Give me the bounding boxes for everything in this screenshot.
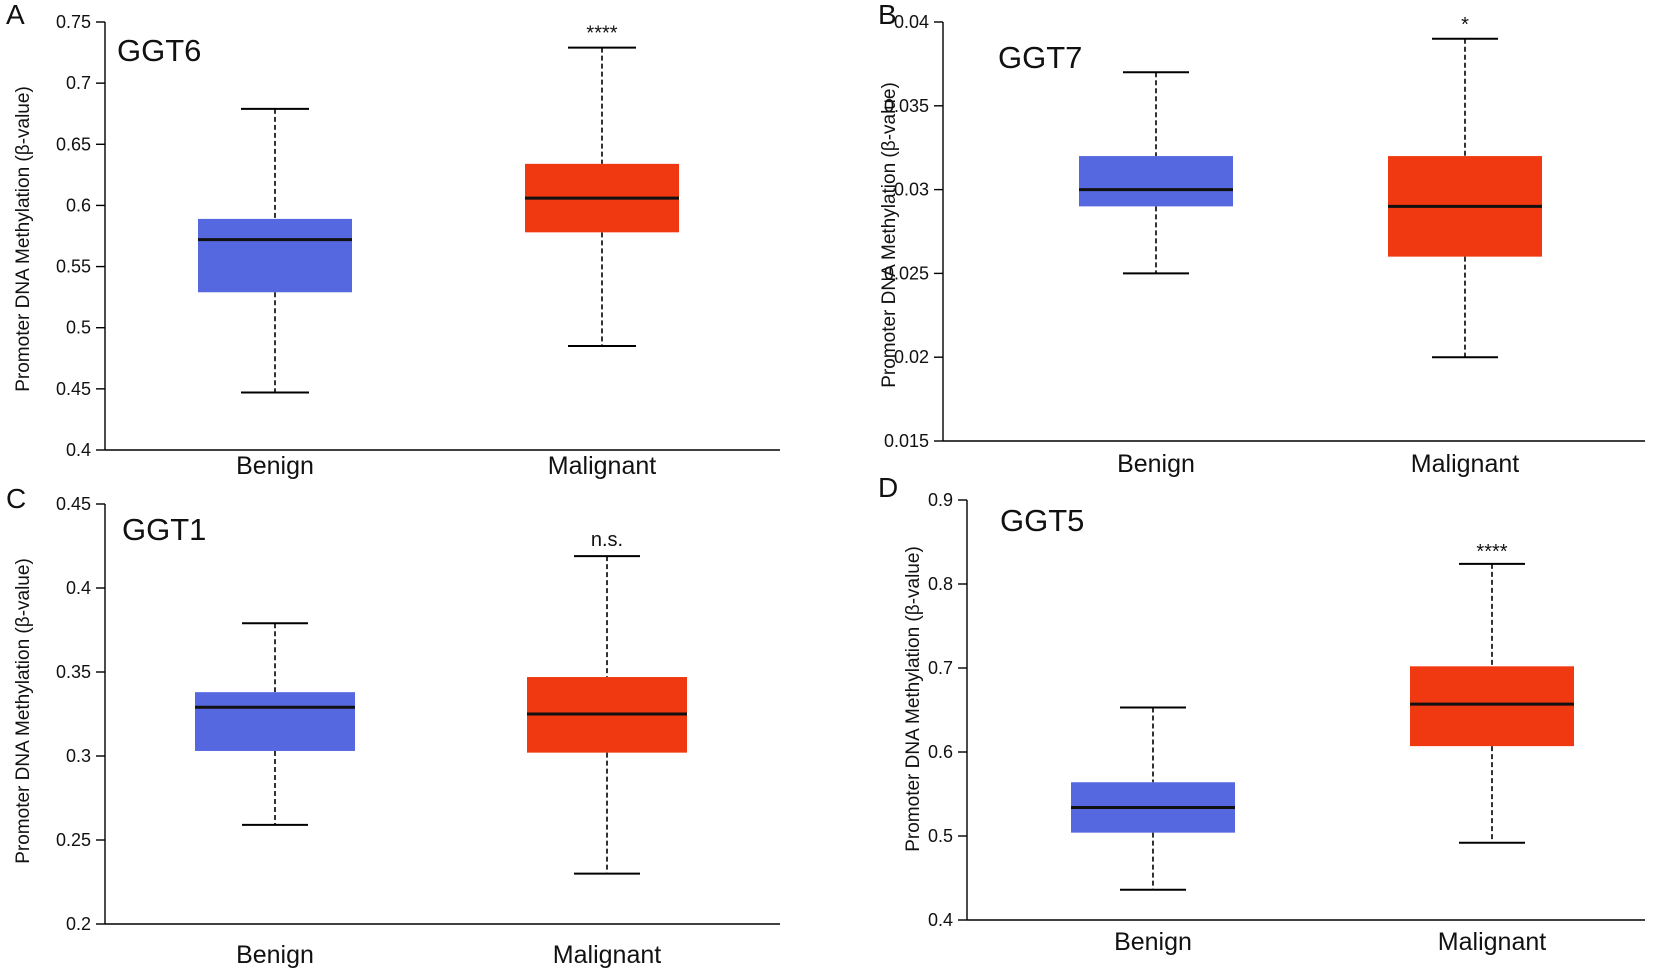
y-tick-label: 0.2 xyxy=(66,914,91,934)
x-category-label: Malignant xyxy=(553,941,661,969)
panel-d-chart: 0.4 0.5 0.6 0.7 0.8 0.9 Promoter DNA Methylati… xyxy=(878,472,1645,956)
y-tick-label: 0.7 xyxy=(928,658,953,678)
x-category-label: Benign xyxy=(236,452,314,480)
y-axis-label: Promoter DNA Methylation (β-value) xyxy=(13,86,34,392)
x-category-label: Benign xyxy=(1117,450,1195,478)
panel-letter: C xyxy=(6,483,26,514)
y-tick-label: 0.35 xyxy=(56,662,91,682)
box-malignant xyxy=(527,555,687,875)
y-axis-label: Promoter DNA Methylation (β-value) xyxy=(879,82,900,388)
y-tick-label: 0.015 xyxy=(884,431,929,451)
panel-a-chart: 0.4 0.45 0.5 0.55 0.6 0.65 0.7 0.75 Promoter DNA… xyxy=(6,0,780,480)
chart-title: GGT1 xyxy=(122,512,206,547)
significance-label: * xyxy=(1461,14,1469,36)
chart-title: GGT6 xyxy=(117,33,201,68)
panel-letter: D xyxy=(878,472,898,503)
x-category-label: Benign xyxy=(1114,928,1192,956)
y-tick-label: 0.65 xyxy=(56,134,91,154)
box-benign xyxy=(195,622,355,826)
y-axis-label: Promoter DNA Methylation (β-value) xyxy=(13,558,34,864)
box-malignant xyxy=(1388,37,1542,359)
y-tick-label: 0.55 xyxy=(56,257,91,277)
panel-b-chart: 0.015 0.02 0.025 0.03 0.035 0.04 Promoter DNA … xyxy=(878,0,1645,478)
y-tick-label: 0.45 xyxy=(56,379,91,399)
y-tick-label: 0.3 xyxy=(66,746,91,766)
panel-letter: B xyxy=(878,0,897,30)
y-tick-label: 0.7 xyxy=(66,73,91,93)
y-tick-label: 0.04 xyxy=(894,12,929,32)
y-tick-label: 0.6 xyxy=(928,742,953,762)
iqr-box xyxy=(195,692,355,751)
panel-letter: A xyxy=(6,0,25,30)
y-tick-label: 0.4 xyxy=(66,578,91,598)
y-tick-label: 0.02 xyxy=(894,347,929,367)
y-tick-label: 0.45 xyxy=(56,494,91,514)
box-benign xyxy=(1071,706,1235,891)
x-category-label: Malignant xyxy=(1438,928,1546,956)
significance-label: **** xyxy=(1476,541,1507,563)
y-tick-label: 0.03 xyxy=(894,180,929,200)
significance-label: n.s. xyxy=(591,529,623,551)
y-tick-label: 0.6 xyxy=(66,195,91,215)
y-tick-label: 0.025 xyxy=(884,263,929,283)
box-benign xyxy=(1079,71,1233,275)
x-category-label: Benign xyxy=(236,941,314,969)
y-axis-label: Promoter DNA Methylation (β-value) xyxy=(903,546,924,852)
box-benign xyxy=(198,107,352,394)
box-malignant xyxy=(525,46,679,348)
y-tick-label: 0.5 xyxy=(928,826,953,846)
box-malignant xyxy=(1410,562,1574,844)
y-tick-label: 0.4 xyxy=(66,440,91,460)
chart-title: GGT7 xyxy=(998,40,1082,75)
y-tick-label: 0.5 xyxy=(66,318,91,338)
y-tick-label: 0.9 xyxy=(928,490,953,510)
x-category-label: Malignant xyxy=(1411,450,1519,478)
y-tick-label: 0.8 xyxy=(928,574,953,594)
iqr-box xyxy=(1079,156,1233,207)
y-tick-label: 0.75 xyxy=(56,12,91,32)
iqr-box xyxy=(1410,666,1574,747)
iqr-box xyxy=(198,218,352,293)
y-tick-label: 0.035 xyxy=(884,96,929,116)
x-category-label: Malignant xyxy=(548,452,656,480)
panel-c-chart: 0.2 0.25 0.3 0.35 0.4 0.45 Promoter DNA Methyl… xyxy=(6,483,780,969)
chart-title: GGT5 xyxy=(1000,503,1084,538)
significance-label: **** xyxy=(586,23,617,45)
y-tick-label: 0.25 xyxy=(56,830,91,850)
y-tick-label: 0.4 xyxy=(928,910,953,930)
